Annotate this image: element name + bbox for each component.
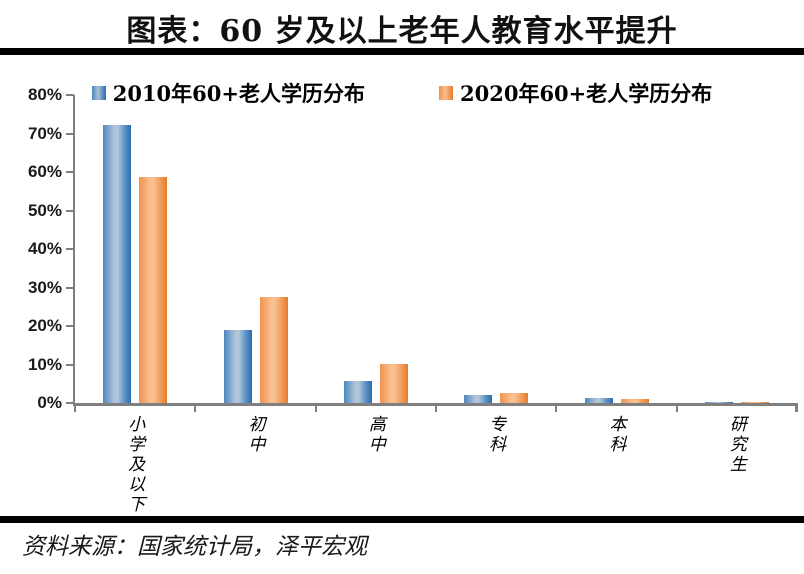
bar-2020年60+老人学历分布-专科	[500, 393, 529, 403]
bottom-divider	[0, 516, 804, 523]
y-tick-mark	[66, 132, 74, 135]
category-boundary-tick	[435, 403, 437, 412]
category-boundary-tick	[314, 403, 317, 412]
y-tick-mark	[66, 171, 74, 173]
y-tick-mark	[66, 286, 74, 289]
y-tick-label: 20%	[27, 316, 62, 335]
x-category-label: 本科	[605, 415, 626, 455]
chart-title: 图表：60 岁及以上老年人教育水平提升	[126, 14, 678, 49]
x-category-label: 初中	[244, 415, 265, 455]
bar-2010年60+老人学历分布-本科	[584, 398, 613, 403]
y-tick-label: 70%	[27, 123, 62, 143]
legend-label: 2020年60+老人学历分布	[460, 81, 713, 106]
y-tick-mark	[66, 325, 74, 327]
bar-2010年60+老人学历分布-小学及以下	[103, 125, 132, 403]
bar-2010年60+老人学历分布-研究生	[704, 402, 733, 403]
source-note: 资料来源：国家统计局，泽平宏观	[22, 534, 367, 560]
x-category-label: 小学及以下	[124, 415, 145, 515]
y-tick-label: 30%	[27, 277, 62, 297]
y-tick-label: 80%	[27, 85, 62, 104]
x-category-label: 专科	[485, 415, 506, 455]
x-category-label: 高中	[364, 415, 385, 455]
bar-2020年60+老人学历分布-小学及以下	[139, 177, 168, 403]
y-tick-mark	[66, 209, 74, 212]
bar-2020年60+老人学历分布-高中	[379, 364, 408, 403]
y-tick-label: 50%	[27, 200, 62, 220]
y-tick-mark	[66, 248, 74, 250]
y-tick-label: 40%	[27, 239, 62, 258]
legend-item: 2010年60+老人学历分布	[91, 78, 365, 108]
legend-swatch-icon	[439, 86, 453, 100]
y-tick-label: 60%	[27, 162, 62, 181]
category-boundary-tick	[555, 403, 558, 412]
legend-swatch-icon	[91, 86, 106, 100]
y-axis-line	[73, 95, 75, 406]
y-tick-mark	[66, 402, 74, 404]
bar-2020年60+老人学历分布-初中	[259, 297, 288, 403]
category-boundary-tick	[675, 403, 678, 412]
x-category-label: 研究生	[725, 415, 746, 475]
bar-2020年60+老人学历分布-本科	[620, 399, 649, 403]
top-divider	[0, 48, 804, 55]
bar-2010年60+老人学历分布-初中	[223, 330, 252, 403]
y-tick-mark	[66, 94, 74, 96]
y-tick-mark	[66, 363, 74, 366]
y-tick-label: 10%	[27, 354, 62, 374]
category-boundary-tick	[194, 403, 197, 412]
category-boundary-tick	[74, 403, 76, 412]
bar-2020年60+老人学历分布-研究生	[740, 402, 769, 403]
category-boundary-tick	[796, 403, 798, 412]
y-tick-label: 0%	[37, 393, 62, 412]
bar-2010年60+老人学历分布-专科	[464, 395, 493, 403]
chart-legend: 2010年60+老人学历分布 2020年60+老人学历分布	[0, 78, 804, 108]
legend-label: 2010年60+老人学历分布	[112, 81, 365, 106]
bar-chart: 2010年60+老人学历分布 2020年60+老人学历分布 0% 10% 20% 30%…	[0, 60, 804, 516]
bar-2010年60+老人学历分布-高中	[343, 381, 372, 403]
legend-item: 2020年60+老人学历分布	[439, 78, 712, 108]
